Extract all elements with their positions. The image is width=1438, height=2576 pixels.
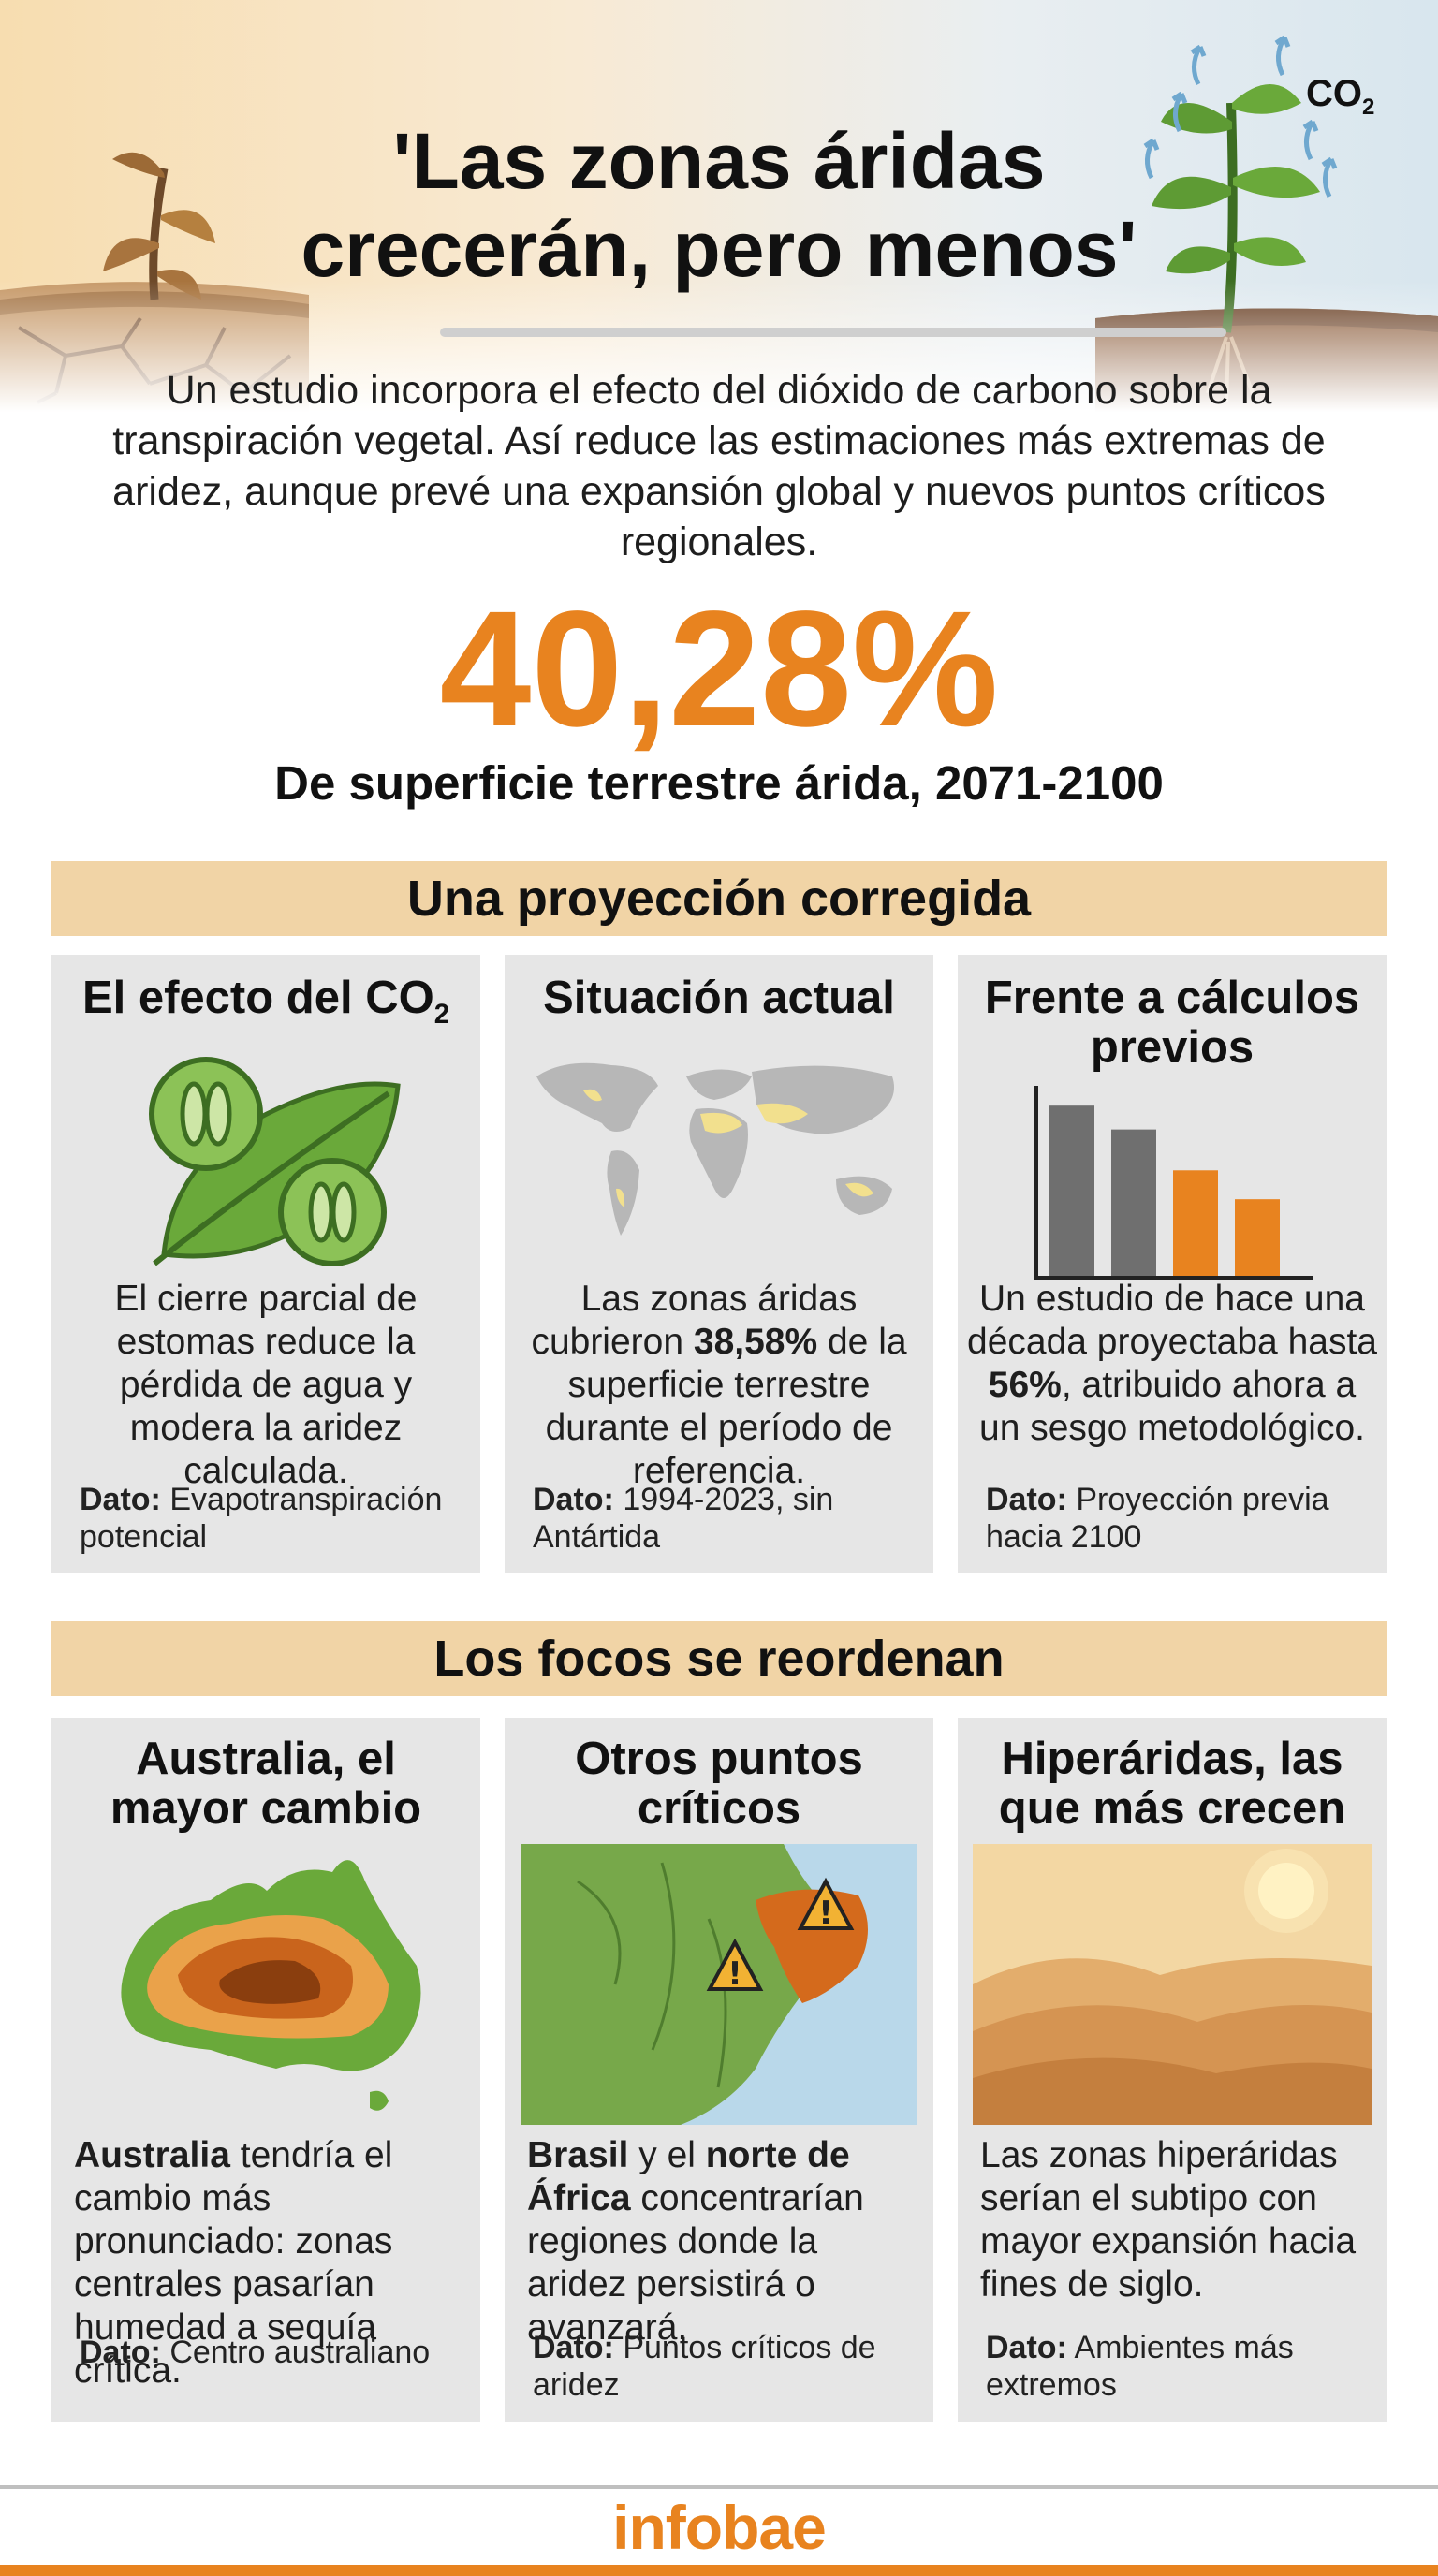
- title-underline: [440, 328, 1226, 337]
- section2-header: Los focos se reordenan: [51, 1621, 1387, 1696]
- card-title: El efecto del CO2: [81, 973, 450, 1030]
- chart-bar-2: [1111, 1129, 1156, 1276]
- card-body: Brasil y el norte de África concentraría…: [527, 2135, 864, 2348]
- card-dato: Dato: Ambientes más extremos: [986, 2330, 1294, 2403]
- card-title: Frente a cálculos previos: [984, 973, 1360, 1073]
- card-body: Las zonas hiperáridas serían el subtipo …: [980, 2135, 1357, 2305]
- footer-accent-bar: [0, 2565, 1438, 2576]
- card-title: Australia, el mayor cambio: [110, 1734, 422, 1834]
- card-body: Un estudio de hace una década proyectaba…: [967, 1279, 1377, 1448]
- desert-dunes-icon: [973, 1844, 1372, 2125]
- footer-divider: [0, 2485, 1438, 2489]
- card-title: Situación actual: [543, 973, 895, 1023]
- bar-chart-icon: [1034, 1086, 1313, 1280]
- chart-bar-1: [1049, 1105, 1094, 1276]
- card-title: Hiperáridas, las que más crecen: [998, 1734, 1346, 1834]
- australia-map-icon: [121, 1860, 421, 2111]
- headline-stat-caption: De superficie terrestre árida, 2071-2100: [274, 756, 1164, 810]
- card-co2-effect: El efecto del CO2 El cierre parcial de e…: [51, 955, 480, 1573]
- brazil-map-warning-icon: ! !: [521, 1844, 917, 2125]
- card-body: Las zonas áridas cubrieron 38,58% de la …: [531, 1279, 907, 1491]
- card-previous-estimates: Frente a cálculos previos Un estudio de …: [958, 955, 1387, 1573]
- card-hyperarid: Hiperáridas, las que más crecen Las zona…: [958, 1718, 1387, 2422]
- card-other-hotspots: Otros puntos críticos ! ! Brasil y el no…: [505, 1718, 933, 2422]
- co2-label: CO2: [1306, 73, 1375, 120]
- svg-text:!: !: [818, 1895, 833, 1932]
- card-dato: Dato: Proyección previa hacia 2100: [986, 1482, 1329, 1555]
- page-subtitle: Un estudio incorpora el efecto del dióxi…: [112, 368, 1326, 564]
- chart-bar-4: [1235, 1199, 1280, 1276]
- headline-stat-value: 40,28%: [439, 578, 999, 761]
- world-map-icon: [536, 1062, 894, 1236]
- svg-text:!: !: [727, 1955, 742, 1993]
- chart-bar-3: [1173, 1170, 1218, 1276]
- card-australia: Australia, el mayor cambio Australia ten…: [51, 1718, 480, 2422]
- hero-fade: [0, 281, 1438, 468]
- card-dato: Dato: Centro australiano: [80, 2334, 431, 2370]
- page-title: 'Las zonas áridas crecerán, pero menos': [301, 117, 1137, 293]
- card-dato: Dato: 1994-2023, sin Antártida: [533, 1482, 834, 1555]
- infobae-logo: infobae: [612, 2493, 827, 2562]
- leaf-stomata-icon: [149, 1057, 401, 1266]
- card-body: Australia tendría el cambio más pronunci…: [74, 2135, 393, 2391]
- card-current-situation: Situación actual Las zonas áridas cubrie…: [505, 955, 933, 1573]
- card-title: Otros puntos críticos: [575, 1734, 863, 1834]
- section1-header: Una proyección corregida: [51, 861, 1387, 936]
- card-dato: Dato: Evapotranspiración potencial: [80, 1482, 443, 1555]
- card-body: El cierre parcial de estomas reduce la p…: [114, 1279, 418, 1491]
- card-dato: Dato: Puntos críticos de aridez: [533, 2330, 876, 2403]
